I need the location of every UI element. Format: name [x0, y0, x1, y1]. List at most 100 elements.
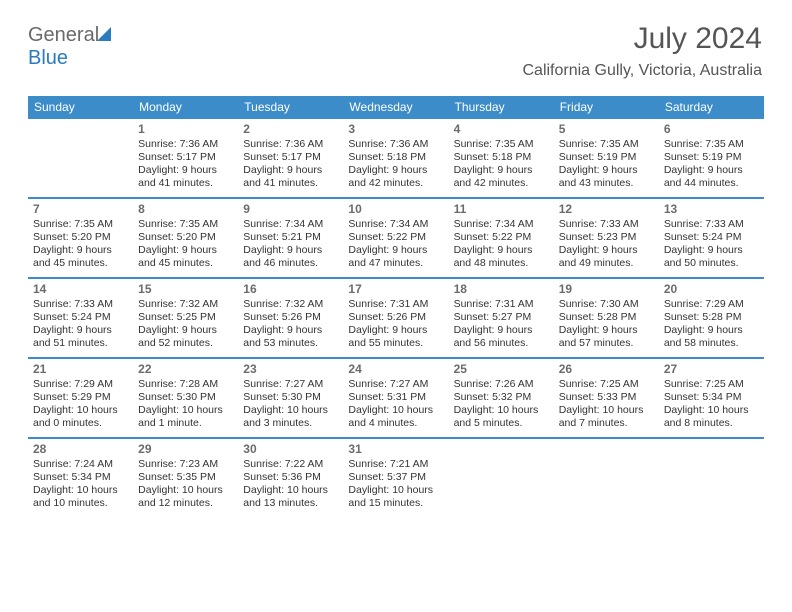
calendar-day-cell: 22Sunrise: 7:28 AMSunset: 5:30 PMDayligh… — [133, 359, 238, 437]
calendar: SundayMondayTuesdayWednesdayThursdayFrid… — [28, 96, 764, 517]
day-number: 9 — [243, 202, 338, 216]
calendar-day-cell: 4 Sunrise: 7:35 AMSunset: 5:18 PMDaylight… — [449, 119, 554, 197]
calendar-day-cell: 25Sunrise: 7:26 AMSunset: 5:32 PMDayligh… — [449, 359, 554, 437]
sunset-line: Sunset: 5:25 PM — [138, 311, 233, 324]
day-number: 19 — [559, 282, 654, 296]
sunset-line: Sunset: 5:19 PM — [559, 151, 654, 164]
day-number: 29 — [138, 442, 233, 456]
brand-triangle-icon — [97, 27, 111, 41]
sunrise-line: Sunrise: 7:26 AM — [454, 378, 549, 391]
sunset-line: Sunset: 5:24 PM — [664, 231, 759, 244]
calendar-week-row: 21Sunrise: 7:29 AMSunset: 5:29 PMDayligh… — [28, 359, 764, 439]
day-number: 10 — [348, 202, 443, 216]
sunset-line: Sunset: 5:35 PM — [138, 471, 233, 484]
calendar-day-cell: 3Sunrise: 7:36 AMSunset: 5:18 PMDaylight… — [343, 119, 448, 197]
day-number: 28 — [33, 442, 128, 456]
sunset-line: Sunset: 5:28 PM — [664, 311, 759, 324]
calendar-day-cell: 23Sunrise: 7:27 AMSunset: 5:30 PMDayligh… — [238, 359, 343, 437]
calendar-day-cell: 20Sunrise: 7:29 AMSunset: 5:28 PMDayligh… — [659, 279, 764, 357]
day-number: 18 — [454, 282, 549, 296]
calendar-day-cell: 31Sunrise: 7:21 AMSunset: 5:37 PMDayligh… — [343, 439, 448, 517]
daylight-line: Daylight: 10 hours and 13 minutes. — [243, 484, 338, 510]
sunset-line: Sunset: 5:23 PM — [559, 231, 654, 244]
daylight-line: Daylight: 9 hours and 42 minutes. — [348, 164, 443, 190]
sunset-line: Sunset: 5:29 PM — [33, 391, 128, 404]
sunset-line: Sunset: 5:34 PM — [33, 471, 128, 484]
day-number: 24 — [348, 362, 443, 376]
sunrise-line: Sunrise: 7:34 AM — [243, 218, 338, 231]
sunrise-line: Sunrise: 7:34 AM — [348, 218, 443, 231]
day-number: 22 — [138, 362, 233, 376]
day-number: 11 — [454, 202, 549, 216]
calendar-day-cell: 17Sunrise: 7:31 AMSunset: 5:26 PMDayligh… — [343, 279, 448, 357]
day-number: 2 — [243, 122, 338, 136]
day-number: 4 — [454, 122, 549, 136]
weekday-header: Thursday — [449, 96, 554, 119]
daylight-line: Daylight: 9 hours and 58 minutes. — [664, 324, 759, 350]
calendar-day-cell: 12 Sunrise: 7:33 AMSunset: 5:23 PMDayligh… — [554, 199, 659, 277]
day-number: 6 — [664, 122, 759, 136]
sunrise-line: Sunrise: 7:36 AM — [243, 138, 338, 151]
sunset-line: Sunset: 5:18 PM — [454, 151, 549, 164]
sunrise-line: Sunrise: 7:32 AM — [138, 298, 233, 311]
page-title: July 2024 — [634, 22, 762, 56]
sunset-line: Sunset: 5:18 PM — [348, 151, 443, 164]
calendar-day-cell — [554, 439, 659, 517]
sunset-line: Sunset: 5:17 PM — [243, 151, 338, 164]
sunrise-line: Sunrise: 7:36 AM — [348, 138, 443, 151]
daylight-line: Daylight: 9 hours and 45 minutes. — [33, 244, 128, 270]
calendar-day-cell: 15Sunrise: 7:32 AMSunset: 5:25 PMDayligh… — [133, 279, 238, 357]
sunset-line: Sunset: 5:32 PM — [454, 391, 549, 404]
calendar-week-row: 1Sunrise: 7:36 AMSunset: 5:17 PMDaylight… — [28, 119, 764, 199]
daylight-line: Daylight: 10 hours and 5 minutes. — [454, 404, 549, 430]
day-number: 17 — [348, 282, 443, 296]
calendar-day-cell: 2Sunrise: 7:36 AMSunset: 5:17 PMDaylight… — [238, 119, 343, 197]
day-number: 27 — [664, 362, 759, 376]
sunrise-line: Sunrise: 7:33 AM — [559, 218, 654, 231]
sunrise-line: Sunrise: 7:27 AM — [243, 378, 338, 391]
sunset-line: Sunset: 5:27 PM — [454, 311, 549, 324]
sunrise-line: Sunrise: 7:35 AM — [454, 138, 549, 151]
sunrise-line: Sunrise: 7:28 AM — [138, 378, 233, 391]
calendar-day-cell: 6Sunrise: 7:35 AMSunset: 5:19 PMDaylight… — [659, 119, 764, 197]
day-number: 12 — [559, 202, 654, 216]
weekday-header: Wednesday — [343, 96, 448, 119]
day-number: 7 — [33, 202, 128, 216]
weekday-header: Sunday — [28, 96, 133, 119]
daylight-line: Daylight: 10 hours and 3 minutes. — [243, 404, 338, 430]
daylight-line: Daylight: 10 hours and 4 minutes. — [348, 404, 443, 430]
calendar-day-cell: 21Sunrise: 7:29 AMSunset: 5:29 PMDayligh… — [28, 359, 133, 437]
sunset-line: Sunset: 5:24 PM — [33, 311, 128, 324]
sunrise-line: Sunrise: 7:36 AM — [138, 138, 233, 151]
calendar-day-cell — [28, 119, 133, 197]
sunset-line: Sunset: 5:28 PM — [559, 311, 654, 324]
weekday-header: Saturday — [659, 96, 764, 119]
daylight-line: Daylight: 9 hours and 57 minutes. — [559, 324, 654, 350]
day-number: 20 — [664, 282, 759, 296]
sunrise-line: Sunrise: 7:22 AM — [243, 458, 338, 471]
daylight-line: Daylight: 9 hours and 49 minutes. — [559, 244, 654, 270]
weekday-header: Monday — [133, 96, 238, 119]
daylight-line: Daylight: 10 hours and 12 minutes. — [138, 484, 233, 510]
sunset-line: Sunset: 5:19 PM — [664, 151, 759, 164]
daylight-line: Daylight: 9 hours and 52 minutes. — [138, 324, 233, 350]
sunrise-line: Sunrise: 7:34 AM — [454, 218, 549, 231]
sunrise-line: Sunrise: 7:24 AM — [33, 458, 128, 471]
daylight-line: Daylight: 10 hours and 8 minutes. — [664, 404, 759, 430]
daylight-line: Daylight: 9 hours and 43 minutes. — [559, 164, 654, 190]
daylight-line: Daylight: 9 hours and 51 minutes. — [33, 324, 128, 350]
sunrise-line: Sunrise: 7:25 AM — [664, 378, 759, 391]
daylight-line: Daylight: 9 hours and 42 minutes. — [454, 164, 549, 190]
calendar-week-row: 28 Sunrise: 7:24 AMSunset: 5:34 PM Dayligh… — [28, 439, 764, 517]
daylight-line: Daylight: 9 hours and 46 minutes. — [243, 244, 338, 270]
daylight-line: Daylight: 9 hours and 45 minutes. — [138, 244, 233, 270]
sunrise-line: Sunrise: 7:31 AM — [454, 298, 549, 311]
sunset-line: Sunset: 5:34 PM — [664, 391, 759, 404]
day-number: 1 — [138, 122, 233, 136]
sunset-line: Sunset: 5:20 PM — [33, 231, 128, 244]
daylight-line: Daylight: 9 hours and 50 minutes. — [664, 244, 759, 270]
day-number: 16 — [243, 282, 338, 296]
brand-logo: General Blue — [28, 24, 111, 70]
calendar-day-cell: 13Sunrise: 7:33 AMSunset: 5:24 PMDayligh… — [659, 199, 764, 277]
weekday-header: Tuesday — [238, 96, 343, 119]
